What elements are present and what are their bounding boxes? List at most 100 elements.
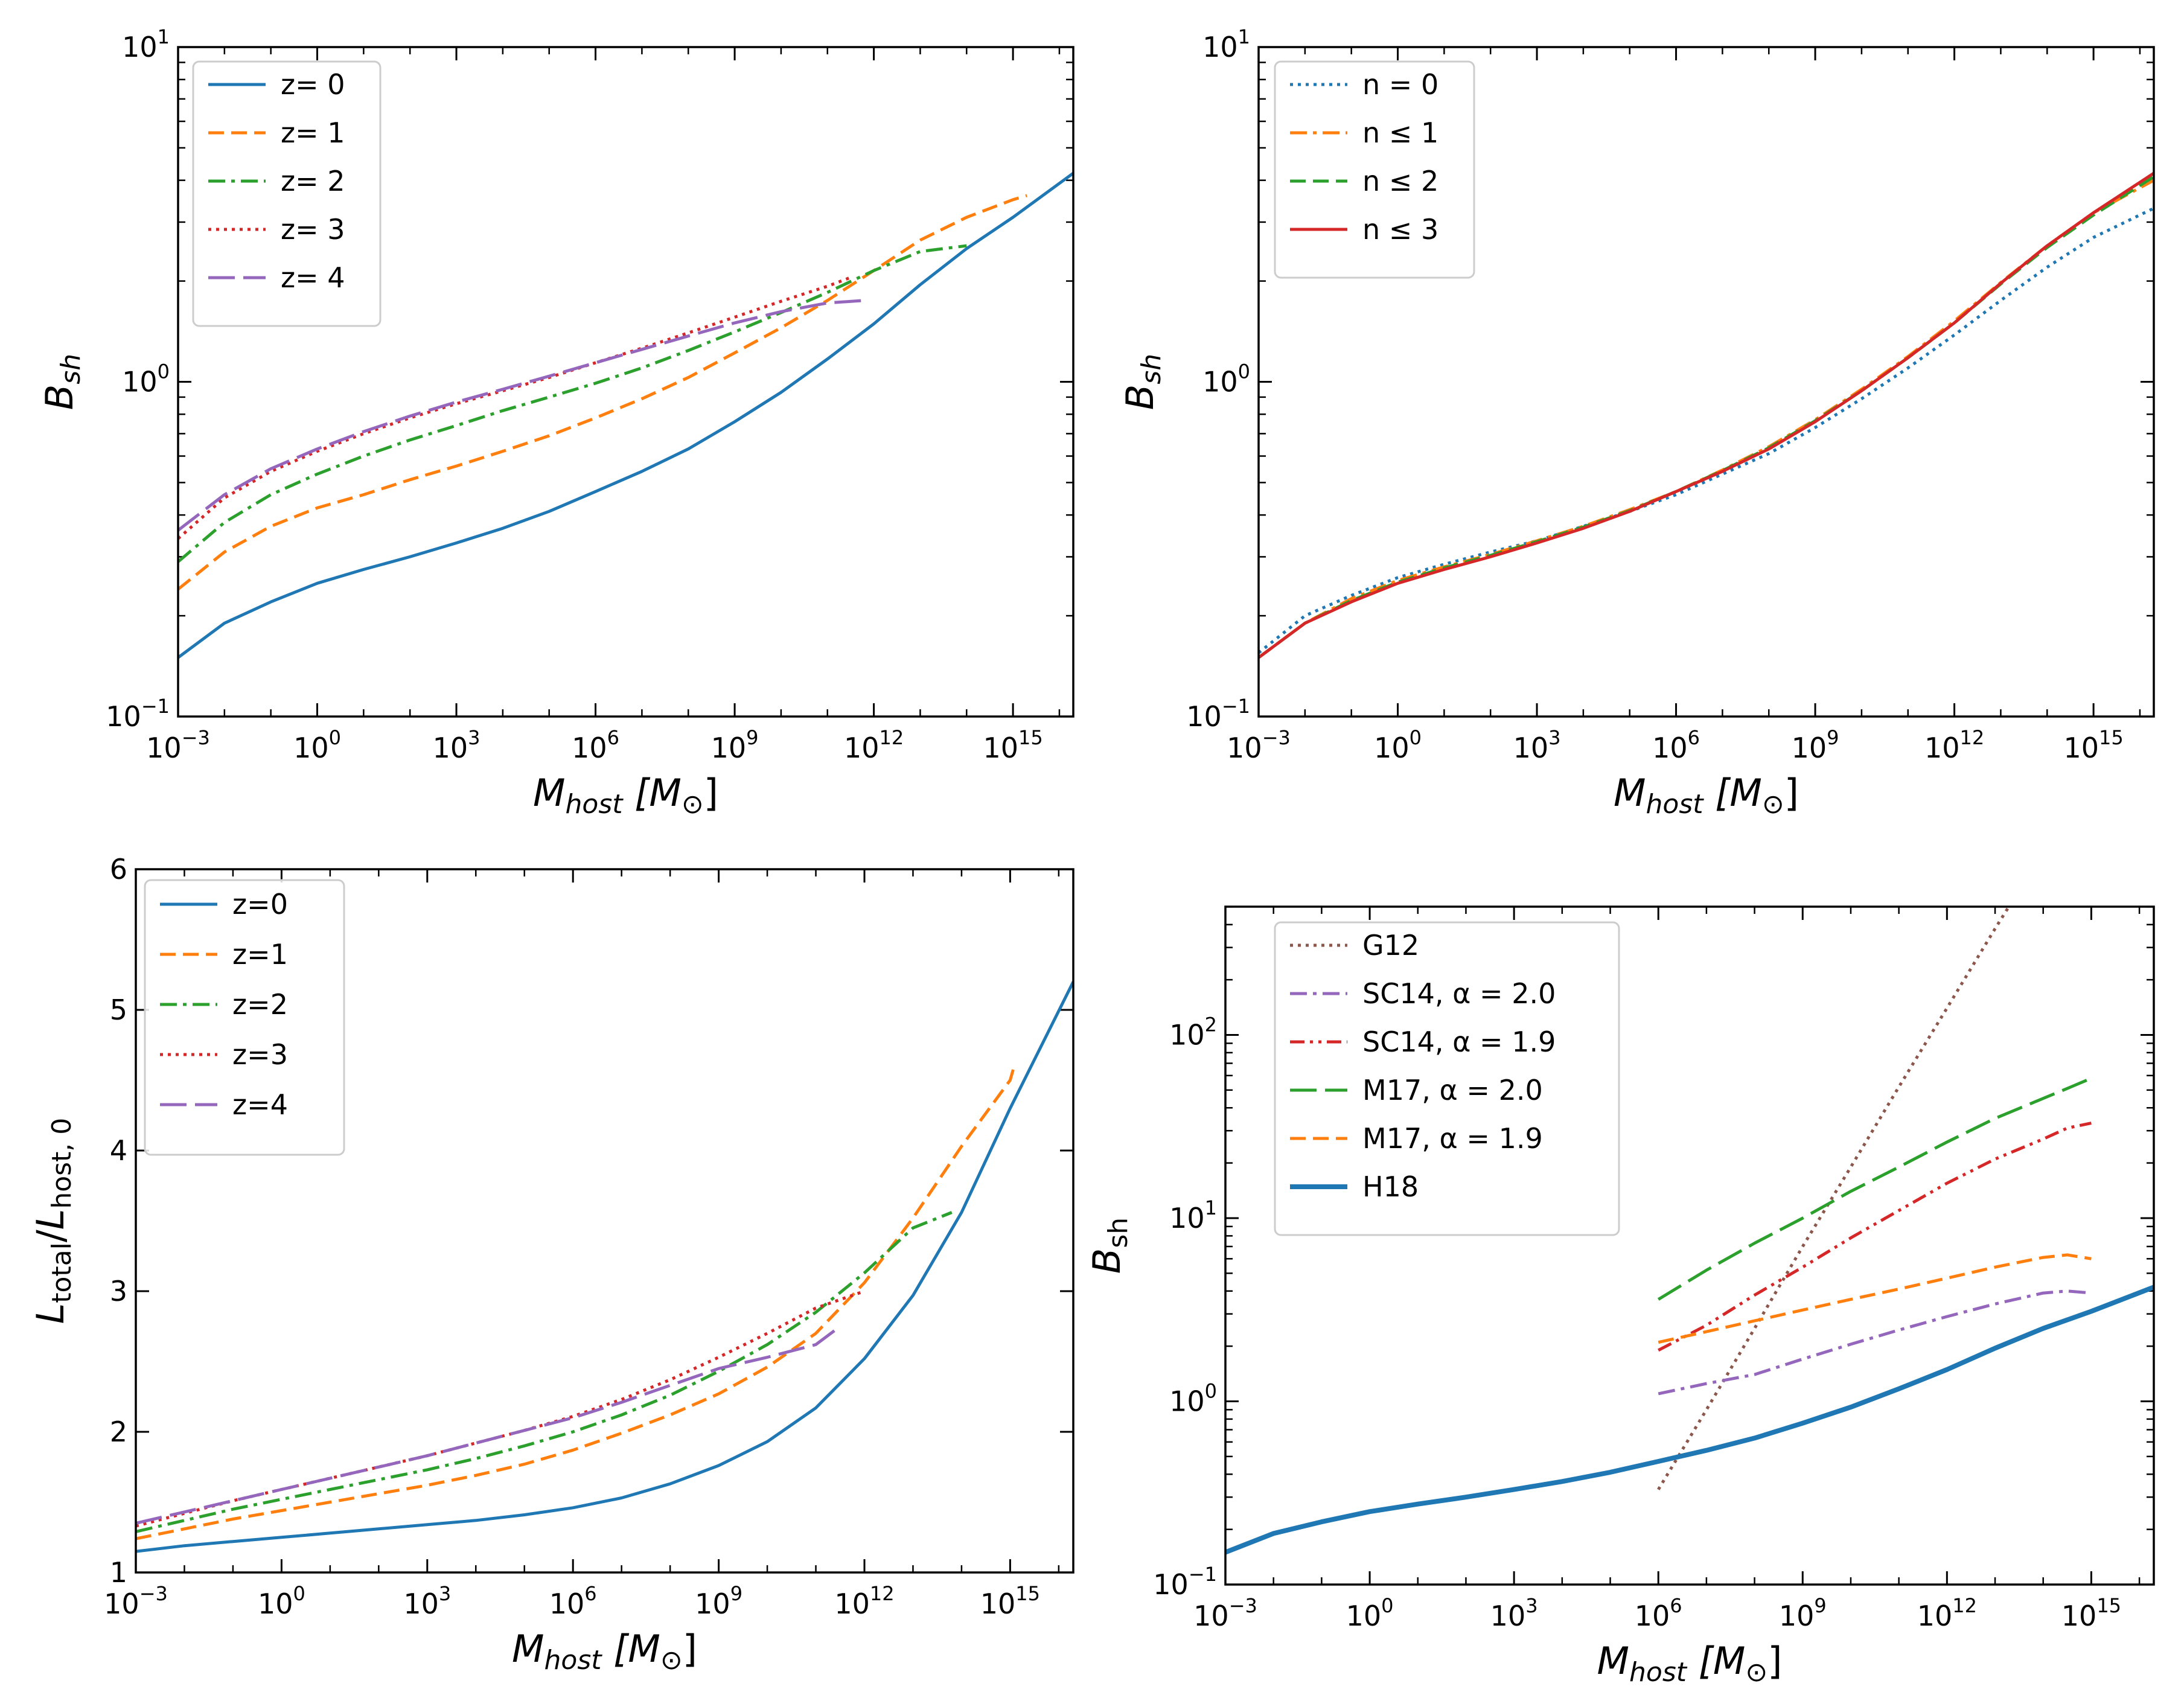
series-line-bottom-right-3 (1657, 1076, 2092, 1301)
legend-label: z=1 (232, 938, 288, 971)
y-tick-label: 102 (1169, 1013, 1217, 1051)
x-tick-label: 109 (711, 726, 759, 764)
series-line-bottom-right-2 (1658, 1122, 2092, 1352)
panel-bottom-right: 10−3 100 103 106 109 1012 1015 10−1 100 101 102 G12… (1085, 905, 2155, 1688)
panel-bottom-left: 10−3 100 103 106 109 1012 1015123456z=0z=1z=2z… (28, 853, 1074, 1676)
y-axis-label: Bsh (1118, 354, 1167, 410)
y-tick-label: 2 (110, 1416, 127, 1448)
x-tick-label: 106 (1635, 1594, 1682, 1632)
legend-label: M17, α = 2.0 (1362, 1074, 1543, 1106)
legend: z=0 z=1 z=2 z=3 z=4 (144, 879, 345, 1156)
minor-ticks (1259, 47, 2154, 717)
x-tick-label: 100 (293, 726, 341, 764)
x-tick-label: 100 (1346, 1594, 1394, 1632)
axes-frame (135, 868, 1074, 1574)
legend-box (144, 879, 345, 1156)
y-axis-label: Ltotal/Lhost, 0 (28, 1118, 77, 1324)
minor-ticks (178, 47, 1073, 717)
x-tick-label: 103 (433, 726, 481, 764)
legend-label: SC14, α = 2.0 (1362, 977, 1556, 1010)
legend-label: z= 1 (281, 117, 345, 149)
series-line-bottom-right-4 (1658, 1253, 2092, 1344)
x-tick-label: 106 (549, 1582, 597, 1620)
legend-box (1274, 60, 1475, 279)
series-lines (178, 171, 1073, 659)
legend: G12 SC14, α = 2.0 SC14, α = 1.9 M17, α = 2.… (1274, 921, 1620, 1236)
legend-label: z= 0 (281, 68, 345, 101)
x-axis-label: Mhost [M⊙] (1614, 771, 1799, 820)
x-axis-label: Mhost [M⊙] (1597, 1639, 1783, 1688)
x-axis-label: Mhost [M⊙] (533, 771, 718, 820)
y-tick-label: 10−1 (106, 695, 170, 733)
series-line-top-left-2 (178, 244, 967, 563)
axes-frame (1224, 905, 2155, 1586)
x-tick-label: 1015 (2061, 1594, 2121, 1632)
x-axis-label: Mhost [M⊙] (512, 1627, 697, 1676)
x-tick-label: 109 (695, 1582, 742, 1620)
x-tick-label: 1012 (834, 1582, 894, 1620)
series-line-bottom-left-4 (136, 1325, 841, 1525)
y-tick-label: 3 (110, 1275, 127, 1307)
y-axis-label: Bsh (1085, 1218, 1134, 1274)
x-tick-label: 100 (258, 1582, 305, 1620)
x-tick-label: 10−3 (146, 726, 210, 764)
y-tick-label: 10−1 (1186, 695, 1250, 733)
series-line-top-left-1 (178, 194, 1027, 591)
x-tick-label: 106 (1652, 726, 1700, 764)
legend-label: SC14, α = 1.9 (1362, 1026, 1556, 1058)
legend-label: z=4 (232, 1088, 288, 1121)
y-tick-label: 101 (1169, 1196, 1217, 1234)
y-tick-label: 100 (1202, 360, 1250, 398)
series-lines (1225, 907, 2154, 1555)
x-tick-label: 1012 (844, 726, 904, 764)
x-tick-label: 109 (1779, 1594, 1827, 1632)
series-line-bottom-right-1 (1658, 1289, 2092, 1396)
series-line-bottom-right-5 (1225, 1285, 2154, 1555)
x-tick-label: 10−3 (1193, 1594, 1257, 1632)
minor-ticks (1225, 906, 2154, 1585)
y-tick-label: 10−1 (1153, 1563, 1217, 1601)
minor-ticks (184, 869, 1060, 1572)
y-tick-label: 4 (110, 1134, 127, 1167)
legend: n = 0 n ≤ 1 n ≤ 2 n ≤ 3 (1274, 60, 1475, 279)
legend-label: n = 0 (1362, 68, 1438, 101)
legend-label: z=3 (232, 1038, 288, 1071)
x-tick-label: 1012 (1924, 726, 1984, 764)
series-line-bottom-left-0 (136, 981, 1073, 1553)
legend-label: z=2 (232, 988, 288, 1021)
legend-label: n ≤ 2 (1362, 165, 1438, 197)
y-tick-label: 6 (110, 853, 127, 886)
x-tick-label: 106 (572, 726, 619, 764)
x-tick-label: 109 (1792, 726, 1839, 764)
x-tick-label: 103 (1490, 1594, 1538, 1632)
x-tick-label: 1015 (980, 1582, 1040, 1620)
x-tick-label: 1012 (1917, 1594, 1977, 1632)
y-axis-label: Bsh (37, 354, 86, 410)
y-tick-label: 100 (1169, 1379, 1217, 1417)
x-tick-label: 103 (403, 1582, 451, 1620)
legend-label: H18 (1362, 1170, 1419, 1203)
series-line-top-right-0 (1259, 206, 2154, 654)
y-tick-label: 101 (1202, 25, 1250, 63)
legend-label: z= 3 (281, 213, 345, 246)
x-tick-label: 10−3 (1227, 726, 1291, 764)
legend-label: G12 (1362, 929, 1419, 962)
legend-label: n ≤ 1 (1362, 117, 1438, 149)
axes-frame (177, 46, 1074, 718)
legend: z= 0 z= 1 z= 2 z= 3 z= 4 (192, 60, 382, 327)
series-line-bottom-left-1 (136, 1062, 1017, 1540)
series-line-bottom-left-2 (136, 1211, 953, 1533)
legend-label: z=0 (232, 888, 288, 921)
y-tick-label: 1 (110, 1556, 127, 1589)
legend-box (1274, 921, 1620, 1236)
series-lines (1259, 171, 2154, 659)
y-tick-label: 5 (110, 994, 127, 1026)
series-line-top-left-0 (178, 171, 1073, 659)
legend-label: M17, α = 1.9 (1362, 1122, 1543, 1155)
x-tick-label: 10−3 (104, 1582, 168, 1620)
legend-label: z= 4 (281, 261, 345, 294)
legend-label: n ≤ 3 (1362, 213, 1438, 246)
y-tick-label: 101 (122, 25, 170, 63)
series-line-top-right-3 (1259, 171, 2154, 659)
